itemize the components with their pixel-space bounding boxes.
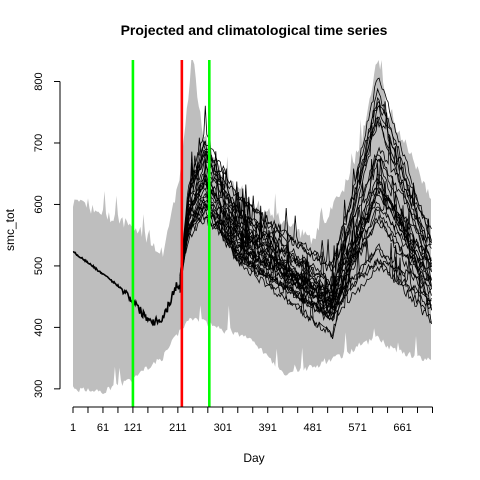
ensemble-line	[179, 112, 432, 297]
x-axis: 1 61 121 211 301 391 481 571 661	[70, 406, 433, 434]
y-tick-label: 800	[33, 72, 45, 90]
plot-area	[72, 60, 432, 407]
ensemble-line	[179, 205, 432, 320]
x-axis-label: Day	[243, 451, 264, 465]
y-tick-label: 300	[33, 380, 45, 398]
ensemble-line	[179, 177, 432, 314]
x-tick-label: 61	[97, 422, 109, 434]
ensemble-line	[179, 140, 432, 295]
x-tick-label: 571	[348, 422, 366, 434]
x-tick-label: 1	[70, 422, 76, 434]
ensemble-line	[179, 100, 432, 296]
y-tick-label: 500	[33, 257, 45, 275]
y-tick-label: 400	[33, 318, 45, 336]
ensemble-line	[179, 77, 432, 290]
ensemble-line	[179, 187, 432, 320]
chart-title: Projected and climatological time series	[121, 22, 388, 38]
x-tick-label: 121	[124, 422, 142, 434]
x-tick-label: 661	[393, 422, 411, 434]
y-axis-label: smc_tot	[3, 208, 17, 251]
x-tick-label: 391	[259, 422, 277, 434]
climatology-band	[73, 60, 431, 395]
ensemble-line	[179, 105, 432, 283]
y-axis: 300 400 500 600 700 800	[33, 72, 61, 398]
y-tick-label: 600	[33, 195, 45, 213]
ensemble-line	[179, 120, 432, 309]
ensemble-line	[179, 96, 432, 286]
x-tick-label: 301	[214, 422, 232, 434]
observed-series-line	[72, 251, 181, 327]
ensemble-lines	[179, 77, 432, 340]
y-tick-label: 700	[33, 134, 45, 152]
ensemble-line	[179, 157, 432, 322]
x-tick-label: 481	[303, 422, 321, 434]
x-tick-label: 211	[169, 422, 187, 434]
vertical-markers	[131, 60, 211, 407]
